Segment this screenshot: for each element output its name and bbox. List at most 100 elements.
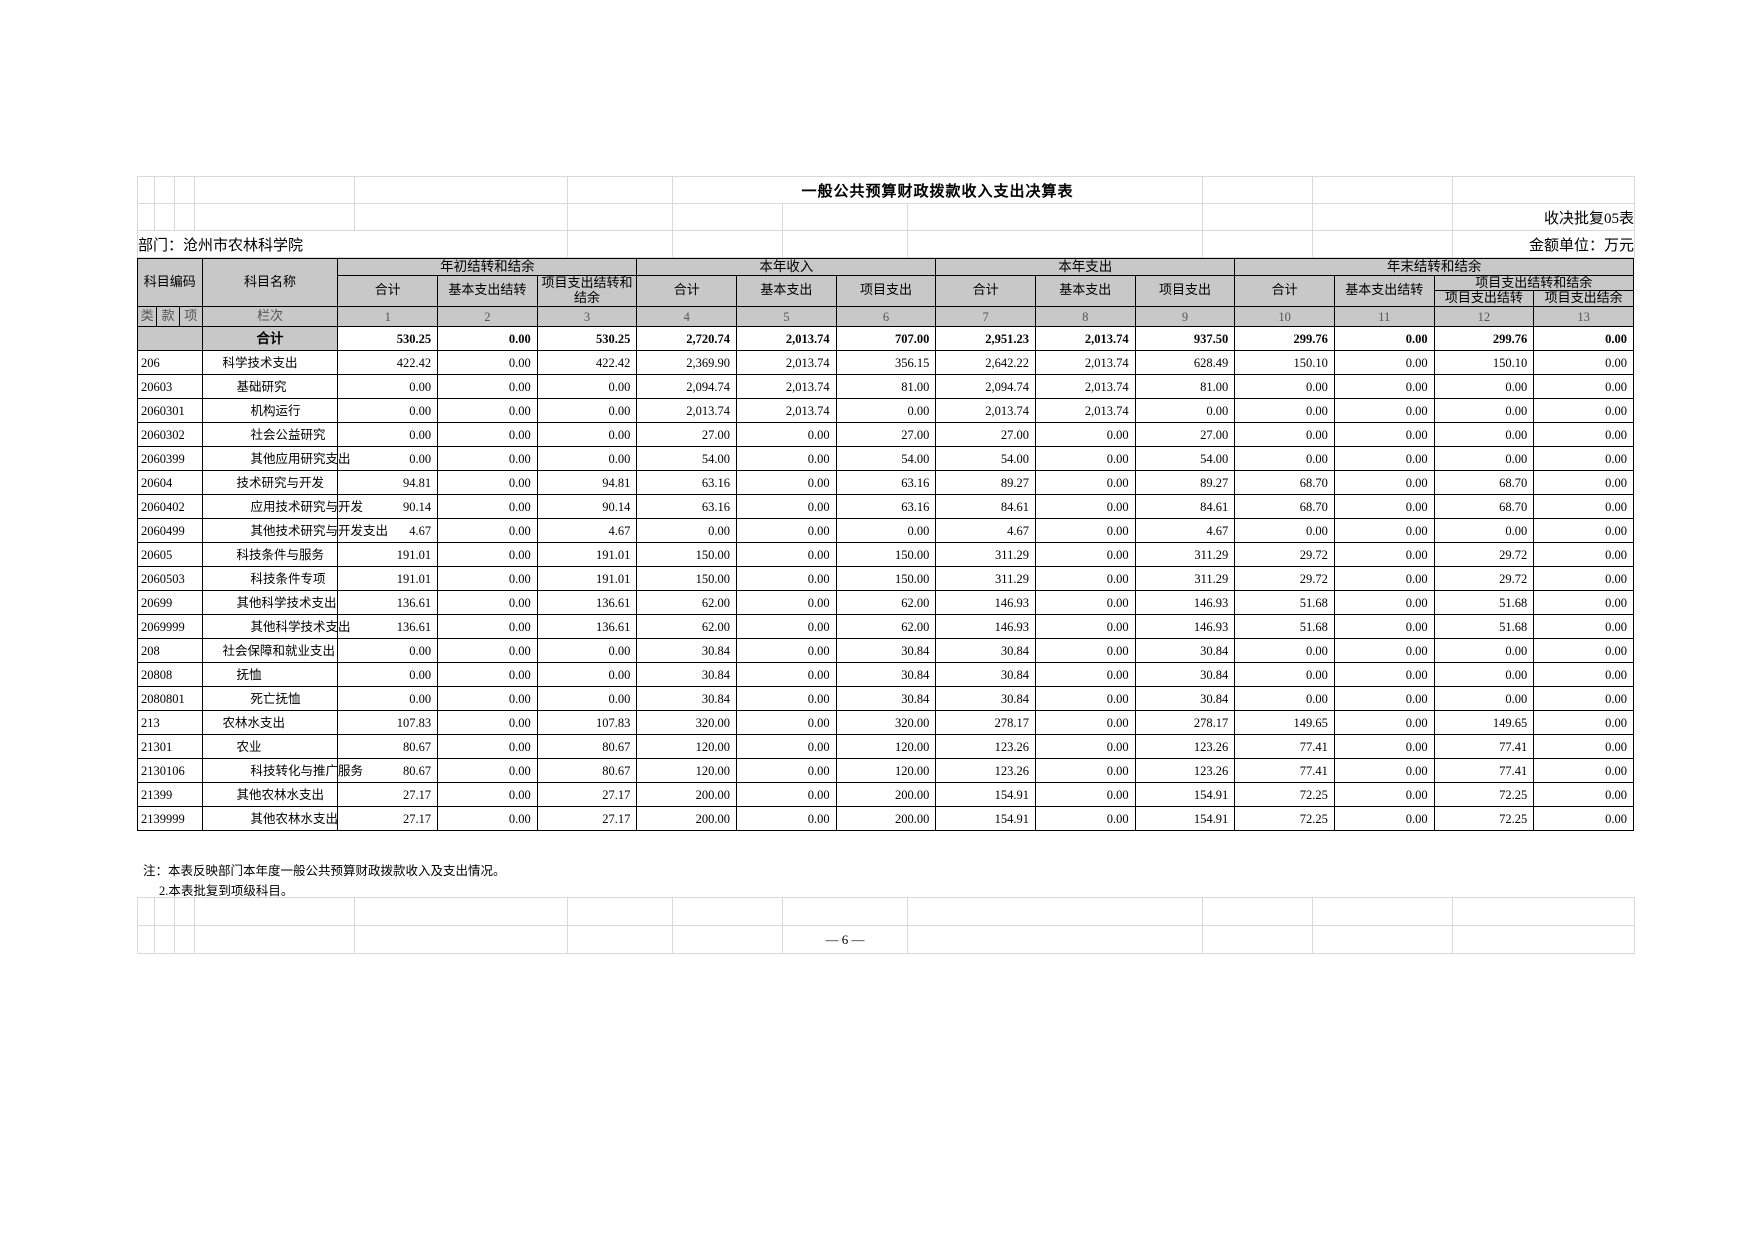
row-cell: 120.00 [636,734,738,760]
grid-cell [194,176,355,204]
row-cell: 0.00 [437,590,538,616]
row-cell: 200.00 [835,782,937,808]
grid-cell [1202,897,1313,926]
grid-cell [1312,176,1454,204]
grid-cell [672,897,783,926]
row-cell: 136.61 [337,590,439,616]
footer-blank-row [137,897,1635,926]
row-code: 2060399 [137,446,203,472]
row-cell: 0.00 [1533,806,1634,832]
header-income-project: 项目支出 [835,274,937,308]
grid-cell [174,203,195,231]
row-cell: 89.27 [935,470,1036,496]
row-cell: 0.00 [1234,518,1335,544]
row-cell: 154.91 [935,782,1036,808]
row-cell: 0.00 [437,710,538,736]
row-cell: 72.25 [1234,782,1335,808]
grid-cell [672,203,783,231]
row-cell: 123.26 [1134,734,1236,760]
row-cell: 54.00 [935,446,1036,472]
row-cell: 0.00 [1333,734,1435,760]
total-row: 合计 530.25 0.00 530.25 2,720.74 2,013.74 … [137,326,1634,352]
grid-cell [906,203,1204,231]
row-name: 基础研究 [201,374,339,400]
row-name: 社会公益研究 [201,422,339,448]
grid-cell [672,230,783,258]
grid-cell [567,230,673,258]
row-cell: 422.42 [337,350,439,376]
header-xiang: 项 [178,306,203,328]
group-header-row-2: 合计 基本支出结转 项目支出结转和结余 合计 基本支出 项目支出 合计 基本支出… [138,274,1635,308]
row-cell: 0.00 [1533,470,1634,496]
grid-cell [907,897,1203,926]
header-begin-basic-carry: 基本支出结转 [437,274,538,308]
row-cell: 0.00 [1333,350,1435,376]
row-cell: 0.00 [1034,518,1136,544]
header-begin-group: 年初结转和结余 [337,258,638,276]
row-name: 其他科学技术支出 [201,614,351,640]
row-name: 其他科学技术支出 [201,590,339,616]
row-cell: 107.83 [536,710,638,736]
row-cell: 0.00 [1533,758,1634,784]
row-cell: 0.00 [1533,614,1634,640]
table-row: 213 农林水支出 107.83 0.00 107.83 320.00 0.00 320.00… [137,710,1634,736]
row-cell: 0.00 [1533,566,1634,592]
row-cell: 0.00 [736,518,837,544]
grid-cell [194,203,355,231]
row-cell: 0.00 [437,398,538,424]
total-cell: 0.00 [1333,326,1435,352]
row-cell: 0.00 [1034,590,1136,616]
table-row: 20605 科技条件与服务 191.01 0.00 191.01 150.00 0.00 15… [137,542,1634,568]
row-code: 20605 [137,542,203,568]
row-cell: 150.00 [835,542,937,568]
table-row: 20699 其他科学技术支出 136.61 0.00 136.61 62.00 0.00 62… [137,590,1634,616]
grid-cell [1452,897,1635,926]
row-cell: 0.00 [337,398,439,424]
row-cell: 150.00 [835,566,937,592]
row-cell: 0.00 [1333,566,1435,592]
header-grid-table: 一般公共预算财政拨款收入支出决算表 收决批复05表 部门：沧 [137,176,1636,258]
row-cell: 0.00 [736,494,837,520]
row-cell: 0.00 [1034,638,1136,664]
row-cell: 27.17 [536,782,638,808]
column-number-row: 类 款 项 栏次 1 2 3 4 5 6 7 8 9 10 11 12 13 [136,306,1634,328]
row-cell: 81.00 [835,374,937,400]
row-cell: 0.00 [1333,806,1435,832]
row-name: 其他农林水支出 [201,806,339,832]
row-cell: 107.83 [337,710,439,736]
row-cell: 320.00 [636,710,738,736]
grid-cell [1312,203,1454,231]
row-cell: 27.17 [337,806,439,832]
row-cell: 146.93 [935,614,1036,640]
row-cell: 200.00 [636,806,738,832]
grid-cell [354,897,568,926]
row-cell: 0.00 [536,446,638,472]
grid-cell [194,925,355,954]
header-income-basic: 基本支出 [736,274,837,308]
grid-cell [1312,925,1453,954]
row-cell: 2,094.74 [935,374,1036,400]
row-cell: 80.67 [337,758,439,784]
row-cell: 30.84 [835,638,937,664]
row-cell: 0.00 [1034,782,1136,808]
row-cell: 136.61 [536,590,638,616]
row-cell: 0.00 [1034,662,1136,688]
grid-cell [1202,925,1313,954]
row-cell: 146.93 [1134,614,1236,640]
row-cell: 0.00 [1333,542,1435,568]
grid-cell [672,925,783,954]
row-cell: 72.25 [1433,806,1535,832]
row-code: 21399 [137,782,203,808]
row-cell: 84.61 [1134,494,1236,520]
row-cell: 77.41 [1433,758,1535,784]
row-cell: 0.00 [536,638,638,664]
grid-cell [782,897,908,926]
grid-cell [1452,176,1636,204]
col-number: 4 [636,306,738,328]
row-code: 208 [137,638,203,664]
row-cell: 27.00 [835,422,937,448]
row-cell: 0.00 [1034,734,1136,760]
row-cell: 0.00 [1533,710,1634,736]
header-end-project-carry: 项目支出结转 [1433,290,1535,308]
row-cell: 2,013.74 [636,398,738,424]
